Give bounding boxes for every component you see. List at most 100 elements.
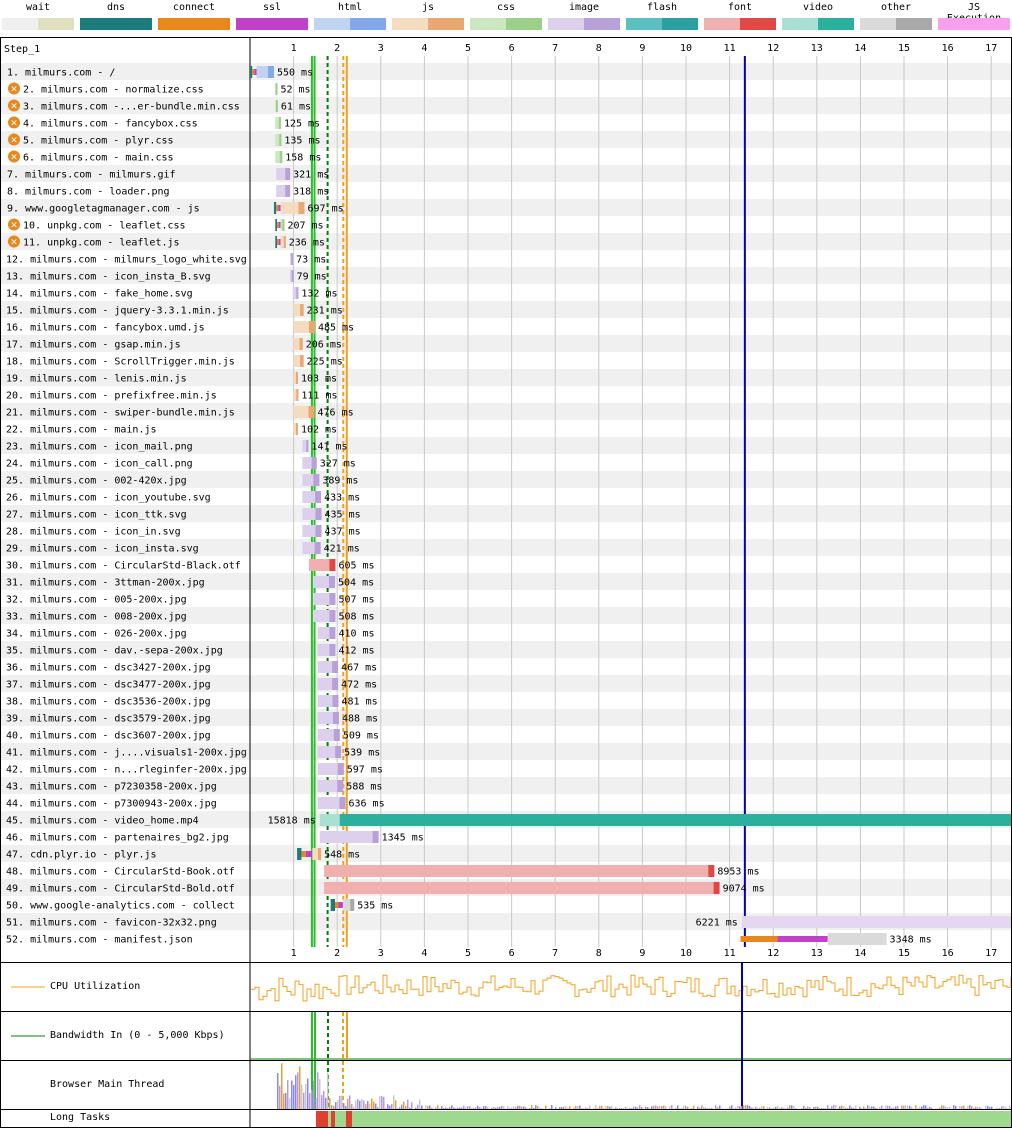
download-segment bbox=[741, 916, 1011, 928]
main-thread-activity-bar bbox=[549, 1108, 551, 1109]
main-thread-activity-bar bbox=[677, 1105, 679, 1109]
main-thread-activity-bar bbox=[937, 1108, 939, 1109]
main-thread-activity-bar bbox=[895, 1106, 897, 1109]
axis-tick-bottom: 13 bbox=[811, 948, 823, 959]
main-thread-activity-bar bbox=[447, 1107, 449, 1109]
main-thread-activity-bar bbox=[441, 1106, 443, 1109]
main-thread-activity-bar bbox=[561, 1107, 563, 1109]
download-segment bbox=[285, 168, 291, 180]
main-thread-activity-bar bbox=[515, 1107, 517, 1109]
main-thread-activity-bar bbox=[331, 1105, 333, 1109]
main-thread-activity-bar bbox=[709, 1108, 711, 1109]
request-duration: 437 ms bbox=[325, 527, 361, 538]
main-thread-activity-bar bbox=[523, 1106, 525, 1109]
main-thread-activity-bar bbox=[647, 1107, 649, 1109]
main-thread-activity-bar bbox=[521, 1106, 523, 1109]
main-thread-activity-bar bbox=[349, 1095, 351, 1109]
request-duration: 132 ms bbox=[301, 289, 337, 300]
main-thread-activity-bar bbox=[481, 1108, 483, 1109]
main-thread-activity-bar bbox=[459, 1107, 461, 1109]
main-thread-activity-bar bbox=[801, 1107, 803, 1109]
main-thread-activity-bar bbox=[309, 1093, 311, 1109]
request-label: 45. milmurs.com - video_home.mp4 bbox=[6, 816, 199, 827]
request-duration: 507 ms bbox=[338, 595, 374, 606]
download-segment bbox=[275, 83, 278, 95]
main-thread-activity-bar bbox=[357, 1099, 359, 1109]
download-segment bbox=[267, 66, 274, 78]
download-segment bbox=[308, 321, 315, 333]
main-thread-activity-bar bbox=[369, 1103, 371, 1109]
main-thread-activity-bar bbox=[985, 1105, 987, 1109]
download-segment bbox=[332, 712, 339, 724]
request-label: 33. milmurs.com - 008-200x.jpg bbox=[6, 612, 187, 623]
bandwidth-svg bbox=[11, 1012, 1011, 1060]
main-thread-activity-bar bbox=[291, 1080, 293, 1109]
main-thread-activity-bar bbox=[785, 1108, 787, 1109]
main-thread-activity-bar bbox=[1009, 1105, 1011, 1109]
legend-wait: wait bbox=[2, 0, 74, 36]
main-thread-activity-bar bbox=[703, 1106, 705, 1109]
main-thread-activity-bar bbox=[687, 1106, 689, 1109]
legend-swatch bbox=[236, 18, 308, 30]
main-thread-activity-bar bbox=[605, 1105, 607, 1109]
main-thread-activity-bar bbox=[421, 1105, 423, 1109]
legend-dns: dns bbox=[80, 0, 152, 36]
main-thread-activity-bar bbox=[283, 1093, 285, 1109]
row-background bbox=[1, 267, 1011, 284]
main-thread-activity-bar bbox=[471, 1107, 473, 1109]
main-thread-activity-bar bbox=[327, 1072, 329, 1109]
main-thread-activity-bar bbox=[907, 1105, 909, 1109]
main-thread-activity-bar bbox=[697, 1106, 699, 1109]
request-duration: 539 ms bbox=[344, 748, 380, 759]
main-thread-activity-bar bbox=[1001, 1106, 1003, 1109]
row-background bbox=[1, 301, 1011, 318]
main-thread-activity-bar bbox=[483, 1106, 485, 1109]
main-thread-activity-bar bbox=[827, 1105, 829, 1109]
request-duration: 103 ms bbox=[301, 374, 337, 385]
legend-label: video bbox=[802, 2, 834, 13]
request-duration: 481 ms bbox=[342, 697, 378, 708]
main-thread-activity-bar bbox=[417, 1104, 419, 1109]
download-segment bbox=[311, 457, 317, 469]
main-thread-activity-bar bbox=[429, 1105, 431, 1109]
legend-other: other bbox=[860, 0, 932, 36]
main-thread-activity-bar bbox=[405, 1105, 407, 1109]
request-duration: 207 ms bbox=[287, 221, 323, 232]
main-thread-activity-bar bbox=[779, 1107, 781, 1109]
long-tasks-panel: Long Tasks bbox=[0, 1110, 1012, 1128]
legend-swatch bbox=[782, 18, 854, 30]
request-label: 17. milmurs.com - gsap.min.js bbox=[6, 340, 181, 351]
download-segment bbox=[339, 814, 1011, 826]
main-thread-activity-bar bbox=[345, 1106, 347, 1109]
main-thread-activity-bar bbox=[771, 1108, 773, 1109]
main-thread-activity-bar bbox=[509, 1108, 511, 1109]
main-thread-activity-bar bbox=[615, 1107, 617, 1109]
request-label: 30. milmurs.com - CircularStd-Black.otf bbox=[6, 561, 241, 572]
request-label: 27. milmurs.com - icon_ttk.svg bbox=[6, 510, 187, 521]
render-blocking-icon bbox=[8, 116, 20, 129]
request-label: 34. milmurs.com - 026-200x.jpg bbox=[6, 629, 187, 640]
main-thread-activity-bar bbox=[959, 1105, 961, 1109]
request-bar bbox=[275, 134, 282, 146]
download-segment bbox=[372, 831, 379, 843]
main-thread-activity-bar bbox=[373, 1101, 375, 1109]
legend-swatch bbox=[938, 18, 1010, 30]
main-thread-activity-bar bbox=[397, 1108, 399, 1109]
legend-label: connect bbox=[172, 2, 216, 13]
main-thread-activity-bar bbox=[277, 1073, 279, 1109]
main-thread-activity-bar bbox=[737, 1105, 739, 1109]
main-thread-activity-bar bbox=[909, 1105, 911, 1109]
download-segment bbox=[332, 695, 339, 707]
request-duration: 472 ms bbox=[341, 680, 377, 691]
axis-tick-top: 15 bbox=[898, 43, 910, 54]
main-thread-activity-bar bbox=[919, 1106, 921, 1109]
row-background bbox=[1, 199, 1011, 216]
main-thread-activity-bar bbox=[343, 1103, 345, 1109]
row-background bbox=[1, 335, 1011, 352]
main-thread-activity-bar bbox=[451, 1105, 453, 1109]
main-thread-activity-bar bbox=[289, 1098, 291, 1109]
long-task-block bbox=[331, 1111, 335, 1127]
main-thread-activity-bar bbox=[655, 1105, 657, 1109]
request-duration: 141 ms bbox=[311, 442, 347, 453]
legend-label: font bbox=[727, 2, 753, 13]
